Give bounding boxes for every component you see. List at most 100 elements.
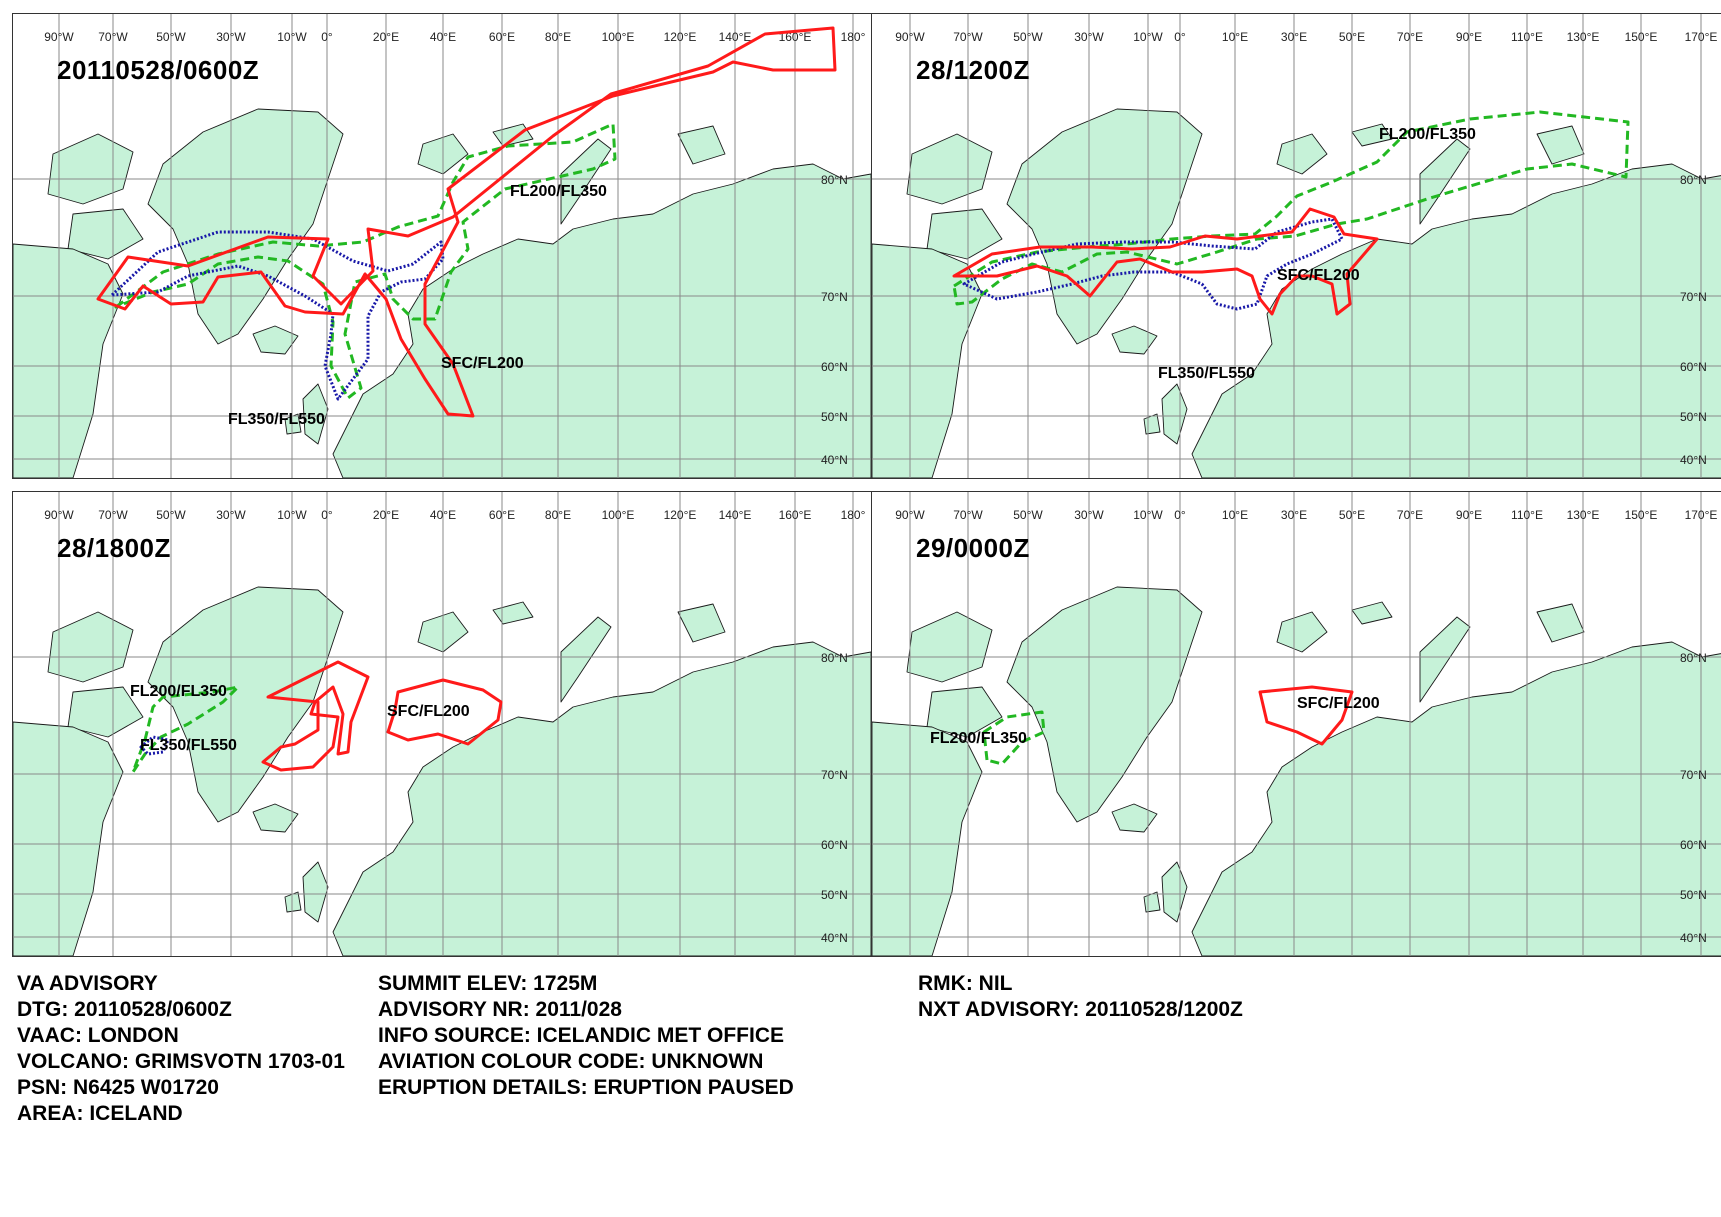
latitude-label: 50°N <box>821 410 848 424</box>
landmass <box>1536 603 1585 643</box>
ash-cloud-sfc-fl200 <box>952 207 1379 316</box>
latitude-label: 40°N <box>821 931 848 945</box>
advisory-line-summit: SUMMIT ELEV: 1725M <box>378 972 598 995</box>
longitude-label: 120°E <box>664 508 697 522</box>
longitude-label: 30°W <box>216 30 246 44</box>
landmass <box>1143 891 1161 913</box>
graticule: 90°W 70°W 50°W 30°W 10°W 0° 20°E 40°E 60°E 80°E 10… <box>13 14 871 478</box>
longitude-label: 10°W <box>277 508 307 522</box>
latitude-label: 50°N <box>821 888 848 902</box>
landmass <box>332 163 871 478</box>
ash-cloud-sfc-fl200 <box>1258 685 1354 746</box>
ash-cloud-layer <box>131 660 503 774</box>
map-canvas: 90°W 70°W 50°W 30°W 10°W 0° 20°E 40°E 60°E 80°E 10… <box>13 492 871 956</box>
land-layer <box>13 586 871 956</box>
longitude-label: 10°W <box>1133 508 1163 522</box>
landmass <box>677 125 726 165</box>
latitude-label: 50°N <box>1680 410 1707 424</box>
longitude-label: 0° <box>321 30 333 44</box>
landmass <box>1191 641 1721 956</box>
map-panel-0600z: 90°W 70°W 50°W 30°W 10°W 0° 20°E 40°E 60°E 80°E 10… <box>12 13 872 479</box>
latitude-label: 40°N <box>1680 453 1707 467</box>
landmass <box>284 891 302 913</box>
cloud-level-label: FL350/FL550 <box>1158 365 1255 382</box>
advisory-line-eruption: ERUPTION DETAILS: ERUPTION PAUSED <box>378 1076 794 1099</box>
advisory-line-volcano: VOLCANO: GRIMSVOTN 1703-01 <box>17 1050 345 1073</box>
landmass <box>147 108 344 345</box>
landmass <box>1351 123 1393 147</box>
ash-cloud-fl200-fl350 <box>114 122 617 400</box>
latitude-label: 70°N <box>1680 768 1707 782</box>
latitude-label: 80°N <box>821 173 848 187</box>
longitude-label: 110°E <box>1511 30 1543 44</box>
longitude-label: 10°E <box>1222 30 1248 44</box>
latitude-label: 80°N <box>1680 173 1707 187</box>
longitude-label: 90°E <box>1456 508 1482 522</box>
map-canvas: 90°W 70°W 50°W 30°W 10°W 0° 10°E 30°E 50°E 70°E 90… <box>872 492 1721 956</box>
map-panel-1800z: 90°W 70°W 50°W 30°W 10°W 0° 20°E 40°E 60°E 80°E 10… <box>12 491 872 957</box>
longitude-label: 0° <box>321 508 333 522</box>
map-panel-0000z: 90°W 70°W 50°W 30°W 10°W 0° 10°E 30°E 50°E 70°E 90… <box>871 491 1721 957</box>
longitude-label: 120°E <box>664 30 697 44</box>
advisory-line-area: AREA: ICELAND <box>17 1102 183 1125</box>
cloud-level-label: SFC/FL200 <box>387 703 470 720</box>
landmass <box>13 721 124 956</box>
latitude-label: 80°N <box>1680 651 1707 665</box>
longitude-label: 40°E <box>430 30 456 44</box>
landmass <box>560 138 612 225</box>
landmass <box>302 861 329 923</box>
landmass <box>1419 138 1471 225</box>
longitude-label: 70°E <box>1397 30 1423 44</box>
landmass <box>906 133 993 205</box>
landmass <box>1111 803 1158 833</box>
advisory-col3: RMK: NIL NXT ADVISORY: 20110528/1200Z <box>918 971 1243 1023</box>
landmass <box>906 611 993 683</box>
graticule: 90°W 70°W 50°W 30°W 10°W 0° 20°E 40°E 60°E 80°E 10… <box>13 492 871 956</box>
longitude-label: 10°E <box>1222 508 1248 522</box>
cloud-level-label: FL350/FL550 <box>228 411 325 428</box>
ash-cloud-fl350-fl550 <box>139 735 170 756</box>
latitude-label: 40°N <box>1680 931 1707 945</box>
longitude-label: 180° <box>841 508 866 522</box>
longitude-label: 50°W <box>1013 30 1043 44</box>
longitude-label: 140°E <box>719 30 752 44</box>
advisory-line-number: ADVISORY NR: 2011/028 <box>378 998 622 1021</box>
cloud-level-label: FL350/FL550 <box>140 737 237 754</box>
longitude-label: 20°E <box>373 508 399 522</box>
landmass <box>1006 586 1203 823</box>
longitude-label: 80°E <box>545 508 571 522</box>
landmass <box>492 123 534 147</box>
cloud-level-label: SFC/FL200 <box>1297 695 1380 712</box>
latitude-label: 70°N <box>821 290 848 304</box>
advisory-line-colour-code: AVIATION COLOUR CODE: UNKNOWN <box>378 1050 764 1073</box>
longitude-label: 90°W <box>895 30 925 44</box>
ash-cloud-fl350-fl550 <box>110 230 445 401</box>
latitude-label: 60°N <box>821 838 848 852</box>
longitude-label: 0° <box>1174 30 1186 44</box>
longitude-label: 170°E <box>1685 30 1718 44</box>
panel-title: 28/1200Z <box>916 55 1030 85</box>
advisory-col2: SUMMIT ELEV: 1725M ADVISORY NR: 2011/028… <box>378 971 794 1101</box>
map-canvas: 90°W 70°W 50°W 30°W 10°W 0° 20°E 40°E 60°E 80°E 10… <box>13 14 871 478</box>
advisory-line-source: INFO SOURCE: ICELANDIC MET OFFICE <box>378 1024 784 1047</box>
longitude-label: 30°E <box>1281 30 1307 44</box>
longitude-label: 130°E <box>1567 508 1600 522</box>
advisory-line-dtg: DTG: 20110528/0600Z <box>17 998 232 1021</box>
landmass <box>926 208 1003 260</box>
latitude-label: 40°N <box>821 453 848 467</box>
advisory-line-vaac: VAAC: LONDON <box>17 1024 179 1047</box>
land-layer <box>872 586 1721 956</box>
latitude-label: 70°N <box>1680 290 1707 304</box>
longitude-label: 30°E <box>1281 508 1307 522</box>
landmass <box>677 603 726 643</box>
longitude-label: 150°E <box>1625 508 1658 522</box>
ash-cloud-layer <box>96 26 837 418</box>
landmass <box>332 641 871 956</box>
map-panel-1200z: 90°W 70°W 50°W 30°W 10°W 0° 10°E 30°E 50°E 70°E 90… <box>871 13 1721 479</box>
longitude-label: 30°W <box>1074 30 1104 44</box>
longitude-label: 100°E <box>602 30 635 44</box>
longitude-label: 20°E <box>373 30 399 44</box>
advisory-col1: VA ADVISORY DTG: 20110528/0600Z VAAC: LO… <box>17 971 362 1127</box>
longitude-label: 70°W <box>953 30 983 44</box>
cloud-level-label: FL200/FL350 <box>930 730 1027 747</box>
